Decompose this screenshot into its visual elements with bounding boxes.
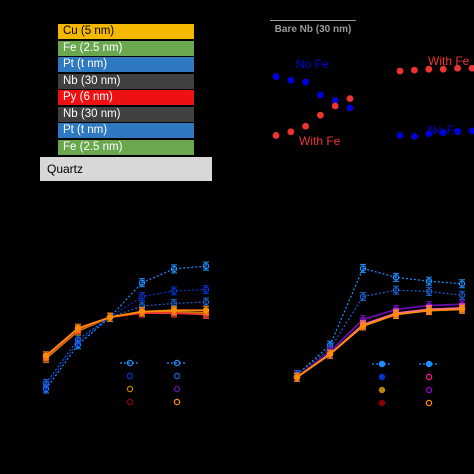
data-marker	[138, 279, 146, 286]
scatter-point	[439, 129, 447, 137]
data-marker	[202, 298, 210, 306]
stack-layer: Pt (t nm)	[58, 123, 194, 138]
data-marker	[138, 308, 146, 315]
stack-layer: Nb (30 nm)	[58, 106, 194, 122]
legend-marker	[425, 399, 433, 407]
scatter-point	[439, 65, 447, 73]
legend-marker	[425, 386, 433, 394]
scatter-point	[468, 127, 474, 135]
data-marker	[170, 265, 178, 273]
scatter-point	[272, 73, 280, 80]
legend-marker	[126, 359, 134, 367]
scatter-point	[346, 95, 354, 103]
scatter-point	[425, 130, 433, 138]
data-marker	[392, 311, 400, 318]
legend-marker	[173, 372, 181, 380]
series-line	[45, 301, 207, 384]
scatter-point	[287, 128, 295, 136]
label-with-fe-left: With Fe	[299, 134, 341, 148]
data-marker	[392, 274, 400, 281]
scatter-point	[396, 132, 404, 139]
scatter-point	[331, 97, 339, 104]
stack-layer: Cu (5 nm)	[58, 24, 194, 39]
substrate-quartz: Quartz	[40, 157, 212, 181]
legend-marker	[126, 398, 134, 406]
series-line	[45, 289, 207, 387]
data-marker	[458, 292, 466, 299]
legend-marker	[126, 385, 134, 393]
legend-marker	[126, 372, 134, 380]
legend-marker	[425, 360, 433, 368]
data-marker	[425, 307, 433, 314]
stack-layer: Fe (2.5 nm)	[58, 139, 194, 155]
data-marker	[74, 336, 82, 343]
legend-marker	[173, 398, 181, 406]
scatter-point	[468, 64, 474, 72]
data-marker	[202, 286, 210, 293]
data-marker	[42, 380, 50, 387]
data-marker	[326, 350, 334, 358]
data-marker	[425, 288, 433, 295]
scatter-point	[331, 102, 339, 110]
scatter-point	[454, 64, 461, 72]
data-marker	[458, 306, 466, 313]
data-marker	[106, 314, 114, 321]
scatter-point	[317, 91, 324, 99]
scatter-point	[317, 111, 324, 119]
series-line	[296, 303, 463, 378]
series-line	[45, 265, 207, 390]
data-marker	[202, 262, 210, 270]
legend-marker	[173, 385, 181, 393]
stack-layer: Pt (t nm)	[58, 57, 194, 72]
scatter-point	[302, 122, 309, 130]
stack-layer: Nb (30 nm)	[58, 73, 194, 89]
data-marker	[74, 325, 82, 332]
label-no-fe-left: No Fe	[296, 57, 329, 71]
stack-layer: Py (6 nm)	[58, 90, 194, 105]
data-marker	[359, 265, 367, 272]
series-line	[296, 289, 463, 376]
data-marker	[392, 286, 400, 294]
legend-marker	[425, 373, 433, 381]
data-marker	[425, 278, 433, 285]
series-line	[296, 307, 463, 378]
data-marker	[138, 293, 146, 300]
series-line	[45, 309, 206, 357]
data-marker	[359, 322, 367, 330]
data-marker	[170, 307, 178, 314]
scatter-point	[302, 78, 309, 86]
scatter-point	[396, 67, 404, 75]
legend-marker	[173, 359, 181, 367]
series-line	[296, 267, 463, 376]
series-line	[296, 308, 463, 378]
legend-marker	[378, 373, 386, 381]
scatter-point	[272, 132, 280, 139]
scatter-point	[411, 66, 418, 74]
data-marker	[170, 287, 178, 295]
label-with-fe-right: With Fe	[428, 54, 470, 68]
label-no-fe-right: No Fe	[428, 123, 461, 137]
legend-marker	[378, 386, 386, 394]
bare-nb-title: Bare Nb (30 nm)	[270, 20, 356, 35]
data-marker	[202, 307, 210, 314]
scatter-point	[346, 104, 354, 112]
scatter-point	[411, 132, 418, 140]
data-marker	[359, 293, 367, 300]
legend-marker	[378, 360, 386, 368]
stack-layer: Fe (2.5 nm)	[58, 40, 194, 56]
data-marker	[293, 374, 301, 381]
data-marker	[458, 280, 466, 287]
scatter-point	[454, 128, 461, 136]
data-marker	[42, 352, 50, 360]
scatter-point	[425, 65, 433, 73]
scatter-point	[287, 76, 295, 84]
legend-marker	[378, 399, 386, 407]
